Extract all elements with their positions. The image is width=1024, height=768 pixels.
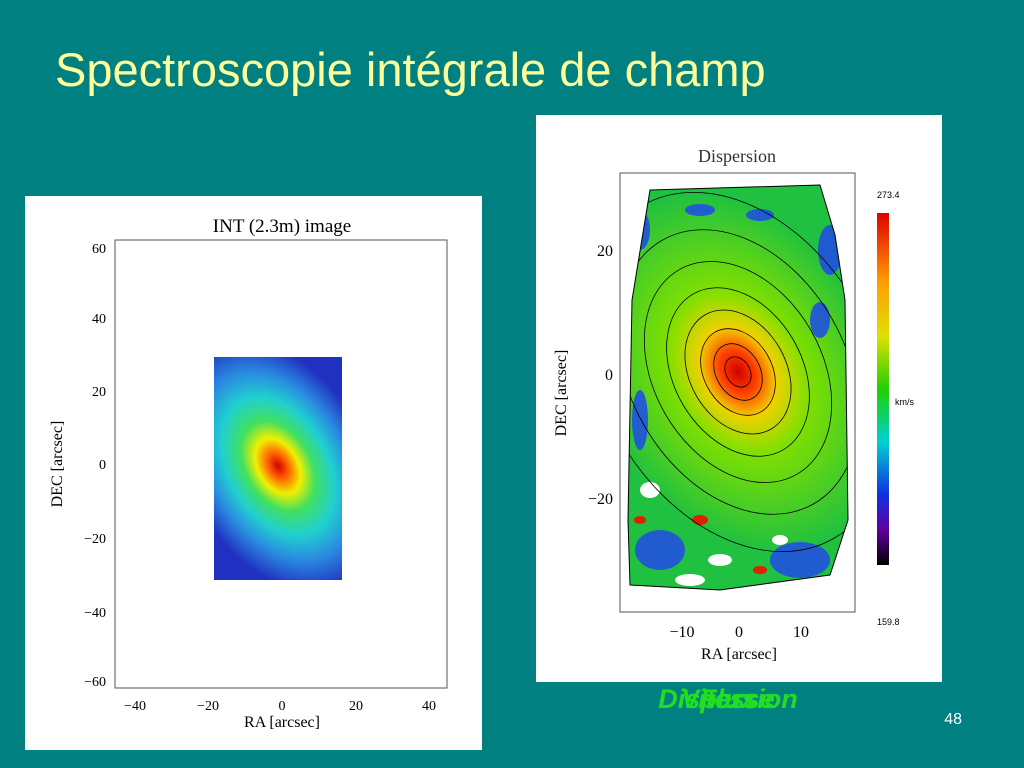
y-tick-label: 60 <box>92 242 106 257</box>
y-tick-label: −40 <box>84 606 106 621</box>
y-tick-label: 40 <box>92 312 106 327</box>
caption: Vitesse <box>681 684 775 714</box>
right-yticks: 20 0 −20 <box>588 243 613 508</box>
x-tick-label: 10 <box>793 624 809 641</box>
colorbar-max: 273.4 <box>877 190 900 200</box>
left-yticks: 60 40 20 0 −20 −40 −60 <box>84 242 106 690</box>
x-tick-label: 40 <box>422 699 436 714</box>
y-tick-label: −20 <box>588 491 613 508</box>
left-xticks: −40 −20 0 20 40 <box>124 699 436 714</box>
y-tick-label: −60 <box>84 675 106 690</box>
x-tick-label: 20 <box>349 699 363 714</box>
x-tick-label: −20 <box>197 699 219 714</box>
left-axes <box>114 239 448 689</box>
y-tick-label: 0 <box>605 367 613 384</box>
right-xticks: −10 0 10 <box>669 624 809 641</box>
page-number: 48 <box>944 711 962 728</box>
map-outline <box>627 184 849 591</box>
x-tick-label: −40 <box>124 699 146 714</box>
x-tick-label: −10 <box>669 624 694 641</box>
left-xlabel: RA [arcsec] <box>244 714 320 731</box>
right-title: Dispersion <box>698 146 776 166</box>
right-xlabel: RA [arcsec] <box>701 646 777 663</box>
caption: Flux <box>700 684 756 714</box>
y-tick-label: 20 <box>92 385 106 400</box>
x-tick-label: 0 <box>735 624 743 641</box>
left-ylabel: DEC [arcsec] <box>49 421 66 508</box>
left-image-clip <box>214 357 342 580</box>
left-blob <box>214 357 342 580</box>
colorbar-min: 159.8 <box>877 617 900 627</box>
left-title: INT (2.3m) image <box>213 216 351 237</box>
colorbar <box>877 213 889 565</box>
y-tick-label: 0 <box>99 458 106 473</box>
slide-title: Spectroscopie intégrale de champ <box>55 43 766 96</box>
right-axes <box>619 172 856 613</box>
y-tick-label: −20 <box>84 532 106 547</box>
colorbar-unit: km/s <box>895 397 914 407</box>
right-ylabel: DEC [arcsec] <box>553 350 570 437</box>
x-tick-label: 0 <box>279 699 286 714</box>
caption: Dispersion <box>658 684 798 714</box>
y-tick-label: 20 <box>597 243 613 260</box>
